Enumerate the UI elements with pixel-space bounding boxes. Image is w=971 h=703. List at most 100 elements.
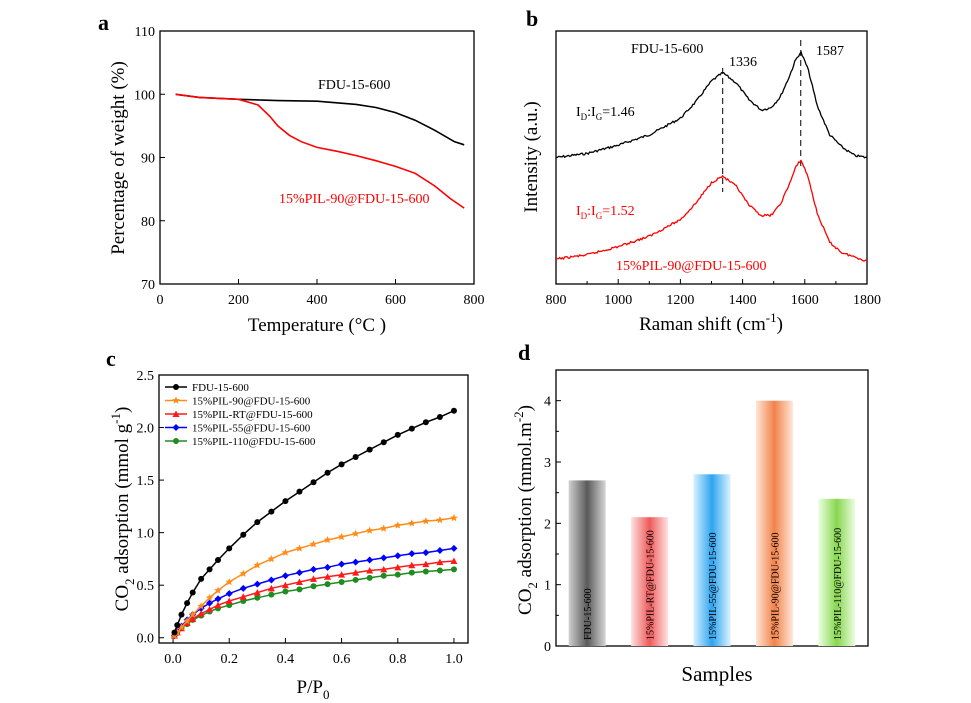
c-marker-4 <box>338 579 345 586</box>
c-marker-4 <box>436 567 443 574</box>
d-bar-label-4: 15%PIL-110@FDU-15-600 <box>833 528 844 640</box>
d-bar-label-0: FDU-15-600 <box>583 588 594 640</box>
c-xtick-label: 0.0 <box>164 652 182 667</box>
c-legend-label-4: 15%PIL-110@FDU-15-600 <box>192 436 316 448</box>
b-xtick-label: 1000 <box>604 293 632 308</box>
panel-b-ticks: 800 1000 1200 1400 1600 1800 <box>546 279 881 308</box>
c-marker-4 <box>173 438 179 444</box>
c-marker-3 <box>310 565 317 573</box>
c-marker-2 <box>436 558 444 566</box>
c-marker-0 <box>174 622 181 629</box>
c-marker-2 <box>324 573 332 580</box>
panel-c-legend: FDU-15-600 15%PIL-90@FDU-15-60015%PIL-RT@… <box>165 382 316 448</box>
c-marker-4 <box>324 581 331 588</box>
b-xtick-label: 1400 <box>729 293 757 308</box>
c-xtick-label: 0.4 <box>277 652 295 667</box>
c-marker-2 <box>450 557 458 565</box>
c-marker-2 <box>197 610 205 617</box>
c-marker-3 <box>253 580 261 588</box>
c-marker-3 <box>338 560 346 568</box>
c-marker-4 <box>450 566 457 573</box>
panel-d-ylabel: CO2 adsorption (mmol.m-2) <box>511 405 540 615</box>
c-marker-2 <box>267 584 275 592</box>
c-marker-0 <box>422 419 429 426</box>
panel-a-label-fdu: FDU-15-600 <box>318 78 390 93</box>
c-marker-0 <box>268 508 275 515</box>
panel-b-ratio-top: ID:IG=1.46 <box>576 105 635 122</box>
c-marker-0 <box>171 629 178 636</box>
c-marker-2 <box>422 560 430 568</box>
c-marker-1 <box>337 532 346 541</box>
c-ytick-label: 0.5 <box>137 579 155 594</box>
c-marker-3 <box>267 576 275 584</box>
d-ytick-label: 1 <box>544 579 551 594</box>
c-marker-0 <box>178 611 185 618</box>
c-marker-1 <box>177 623 186 631</box>
panel-a-xlabel: Temperature (°C ) <box>248 315 386 336</box>
c-marker-1 <box>351 529 360 537</box>
c-marker-2 <box>206 605 214 613</box>
c-marker-0 <box>198 575 205 582</box>
a-ytick-label: 90 <box>141 152 155 167</box>
c-marker-3 <box>394 552 402 560</box>
c-ytick-label: 0.0 <box>137 632 155 647</box>
c-marker-0 <box>226 545 233 552</box>
c-legend-label-2: 15%PIL-RT@FDU-15-600 <box>192 409 313 421</box>
a-xtick-label: 200 <box>228 293 249 308</box>
c-marker-1 <box>379 524 388 532</box>
c-marker-0 <box>380 439 387 446</box>
a-series-line-1 <box>175 93 465 209</box>
c-marker-3 <box>214 595 222 603</box>
a-ytick-label: 100 <box>134 88 155 103</box>
d-bar-1 <box>631 517 669 646</box>
c-marker-4 <box>422 568 429 575</box>
panel-b-sample-top: FDU-15-600 <box>631 42 703 57</box>
a-ytick-label: 80 <box>141 215 155 230</box>
b-xtick-label: 1600 <box>791 293 819 308</box>
c-marker-0 <box>450 407 457 414</box>
c-marker-4 <box>380 572 387 579</box>
c-marker-3 <box>172 424 180 431</box>
c-marker-1 <box>436 516 444 524</box>
c-marker-1 <box>183 616 191 625</box>
panel-a-series <box>175 93 465 209</box>
a-xtick-label: 800 <box>464 293 485 308</box>
c-ytick-label: 2.0 <box>137 422 155 437</box>
d-ytick-label: 0 <box>544 640 551 655</box>
c-marker-0 <box>254 519 261 526</box>
panel-a-frame <box>159 30 475 285</box>
c-marker-1 <box>309 540 318 548</box>
c-marker-4 <box>296 586 303 593</box>
d-bar-label-2: 15%PIL-55@FDU-15-600 <box>708 532 719 640</box>
panel-b-peak-1587: 1587 <box>816 44 844 59</box>
panel-b-letter: b <box>526 6 538 31</box>
c-legend-label-0: FDU-15-600 <box>192 382 249 394</box>
panel-a-letter: a <box>98 10 109 35</box>
c-marker-2 <box>352 569 360 576</box>
d-bar-3 <box>755 400 793 646</box>
panel-c-series <box>170 407 458 640</box>
c-xtick-label: 0.6 <box>333 652 351 667</box>
c-marker-3 <box>422 549 430 557</box>
a-ytick-label: 110 <box>135 25 155 40</box>
a-xtick-label: 400 <box>307 293 328 308</box>
panel-a: a 0 200 400 600 800 70 80 90 100 110 Temperature … <box>98 10 485 336</box>
c-ytick-label: 1.5 <box>137 474 155 489</box>
panel-b-frame <box>555 30 868 285</box>
c-marker-2 <box>172 410 180 417</box>
d-ytick-label: 2 <box>544 517 551 532</box>
a-series-line-0 <box>175 93 465 146</box>
c-marker-1 <box>214 586 222 594</box>
panel-c-letter: c <box>106 346 116 371</box>
panel-a-label-pil: 15%PIL-90@FDU-15-600 <box>279 192 430 207</box>
c-marker-0 <box>324 469 331 476</box>
c-marker-1 <box>267 554 276 563</box>
c-marker-3 <box>239 584 247 592</box>
c-marker-0 <box>408 425 415 432</box>
c-marker-0 <box>296 488 303 495</box>
d-bar-4 <box>818 498 856 646</box>
panel-d: d 0 1 2 3 4 Samples CO2 adsorption (mmol.m-2… <box>511 340 869 686</box>
c-marker-3 <box>450 544 458 552</box>
c-marker-4 <box>268 591 275 598</box>
